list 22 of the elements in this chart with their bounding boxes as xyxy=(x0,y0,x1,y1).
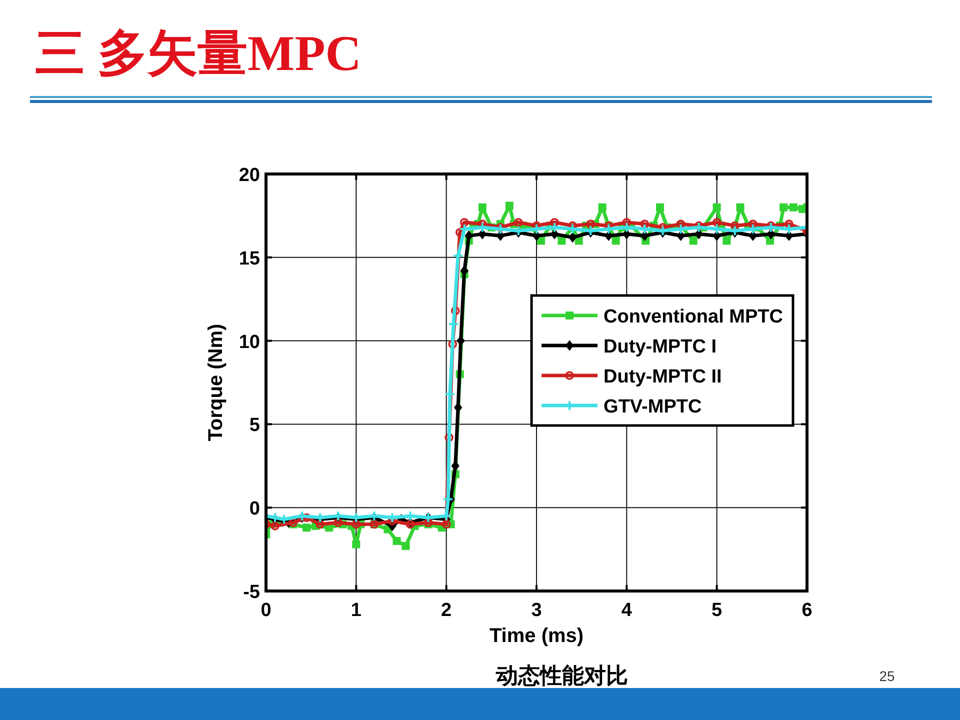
x-tick-label: 1 xyxy=(350,600,362,621)
annotation: 25 xyxy=(879,668,895,684)
legend-label: Duty-MPTC I xyxy=(604,336,716,358)
y-tick-label: 10 xyxy=(238,332,260,353)
x-tick-label: 6 xyxy=(802,600,812,621)
y-tick-label: 5 xyxy=(249,415,260,436)
y-axis-title: Torque (Nm) xyxy=(205,324,227,442)
y-tick-label: 15 xyxy=(238,248,260,270)
annotation: 动态性能对比 xyxy=(496,663,628,688)
x-tick-label: 0 xyxy=(260,600,272,621)
y-tick-label: 20 xyxy=(238,165,260,186)
legend-label: Conventional MPTC xyxy=(604,306,783,328)
y-tick-label: 0 xyxy=(249,498,260,520)
x-tick-label: 3 xyxy=(531,600,542,621)
x-tick-label: 4 xyxy=(621,600,632,621)
x-axis-title: Time (ms) xyxy=(489,625,584,647)
legend-label: Duty-MPTC II xyxy=(604,366,722,388)
x-tick-label: 5 xyxy=(712,600,722,621)
x-tick-label: 2 xyxy=(441,600,452,621)
y-tick-label: -5 xyxy=(243,582,260,603)
chart-title: 三 多矢量MPC xyxy=(35,25,362,81)
legend-label: GTV-MPTC xyxy=(604,396,702,418)
